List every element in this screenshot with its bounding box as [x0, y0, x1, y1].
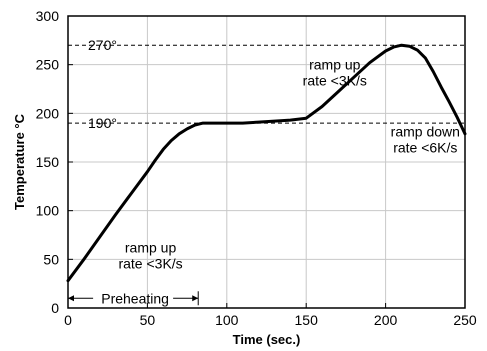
grid-layer	[68, 16, 465, 308]
x-tick-label: 150	[295, 312, 319, 328]
y-tick-labels: 0 50 100 150 200 250 300	[36, 8, 73, 316]
y-axis-title: Temperature °C	[12, 113, 27, 210]
annotation-line: ramp up	[309, 57, 361, 73]
preheating-span: Preheating	[68, 290, 199, 306]
x-tick-label: 250	[453, 312, 477, 328]
y-tick-label: 300	[36, 8, 60, 24]
y-tick-label: 100	[36, 203, 60, 219]
preheating-label: Preheating	[101, 290, 169, 306]
y-tick-label: 150	[36, 154, 60, 170]
y-tick-label: 200	[36, 105, 60, 121]
x-tick-label: 0	[64, 312, 72, 328]
rate-annotation: ramp up rate <3K/s	[303, 57, 367, 89]
temperature-curve	[66, 43, 467, 283]
annotation-line: rate <6K/s	[393, 140, 457, 156]
x-tick-labels: 0 50 100 150 200 250	[64, 303, 477, 328]
annotation-line: ramp up	[125, 240, 177, 256]
x-tick-label: 50	[140, 312, 156, 328]
arrowhead-left	[68, 295, 74, 302]
x-axis-title: Time (sec.)	[233, 332, 301, 347]
reference-lines: 270° 190°	[68, 37, 465, 131]
rate-annotation: ramp down rate <6K/s	[391, 124, 460, 156]
x-tick-label: 100	[215, 312, 239, 328]
y-tick-label: 250	[36, 57, 60, 73]
y-tick-label: 50	[43, 251, 59, 267]
annotation-line: rate <3K/s	[118, 256, 182, 272]
y-tick-label: 0	[51, 300, 59, 316]
reference-label: 190°	[88, 115, 117, 131]
x-tick-label: 200	[374, 312, 398, 328]
rate-annotation: ramp up rate <3K/s	[118, 240, 182, 272]
reference-label: 270°	[88, 37, 117, 53]
annotation-line: rate <3K/s	[303, 73, 367, 89]
arrowhead-right	[192, 295, 199, 302]
annotation-line: ramp down	[391, 124, 460, 140]
